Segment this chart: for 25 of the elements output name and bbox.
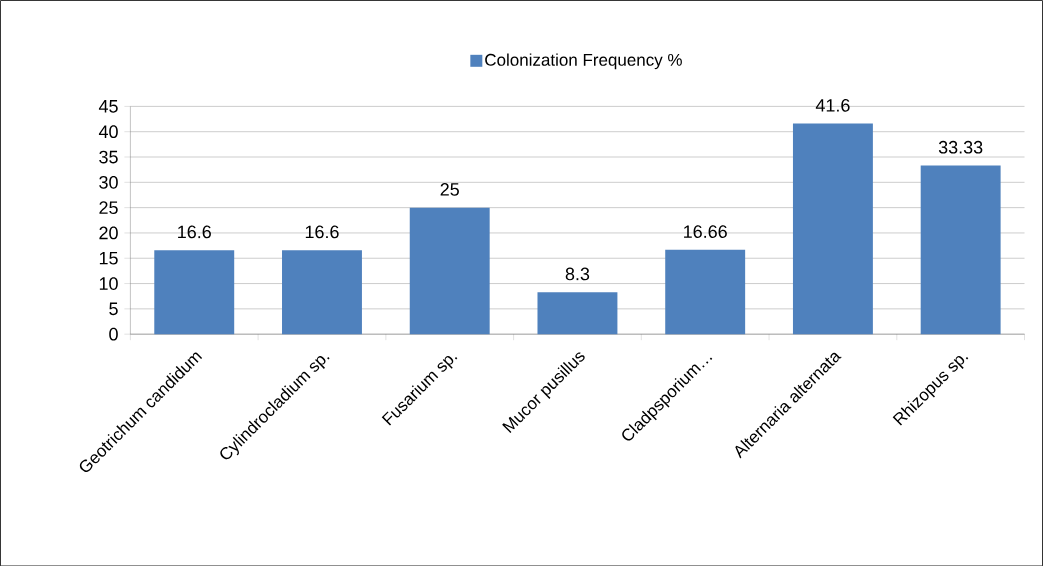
bar (792, 123, 873, 334)
y-tick-label: 45 (98, 99, 118, 113)
data-label: 16.6 (305, 225, 339, 239)
bar (537, 291, 618, 334)
y-tick-label: 5 (109, 302, 118, 315)
bar (665, 249, 746, 334)
data-label: 16.66 (684, 225, 727, 238)
y-tick-label: 40 (98, 125, 118, 138)
data-label: 33.33 (938, 140, 983, 154)
data-label: 8.3 (565, 267, 590, 281)
data-label: 16.6 (178, 225, 211, 239)
y-tick-label: 30 (99, 175, 118, 189)
y-tick-label: 20 (99, 226, 118, 240)
legend-label: Colonization Frequency % (485, 53, 682, 69)
y-tick-label: 25 (99, 201, 118, 214)
data-label: 25 (440, 182, 459, 196)
y-tick-label: 0 (109, 327, 118, 341)
y-tick-label: 35 (99, 150, 118, 164)
bar (920, 165, 1001, 334)
bar (409, 207, 490, 334)
bar (282, 249, 362, 334)
data-label: 41.6 (815, 98, 850, 112)
y-tick-label: 10 (99, 276, 118, 290)
y-tick-label: 15 (99, 251, 118, 265)
bar (154, 249, 235, 334)
